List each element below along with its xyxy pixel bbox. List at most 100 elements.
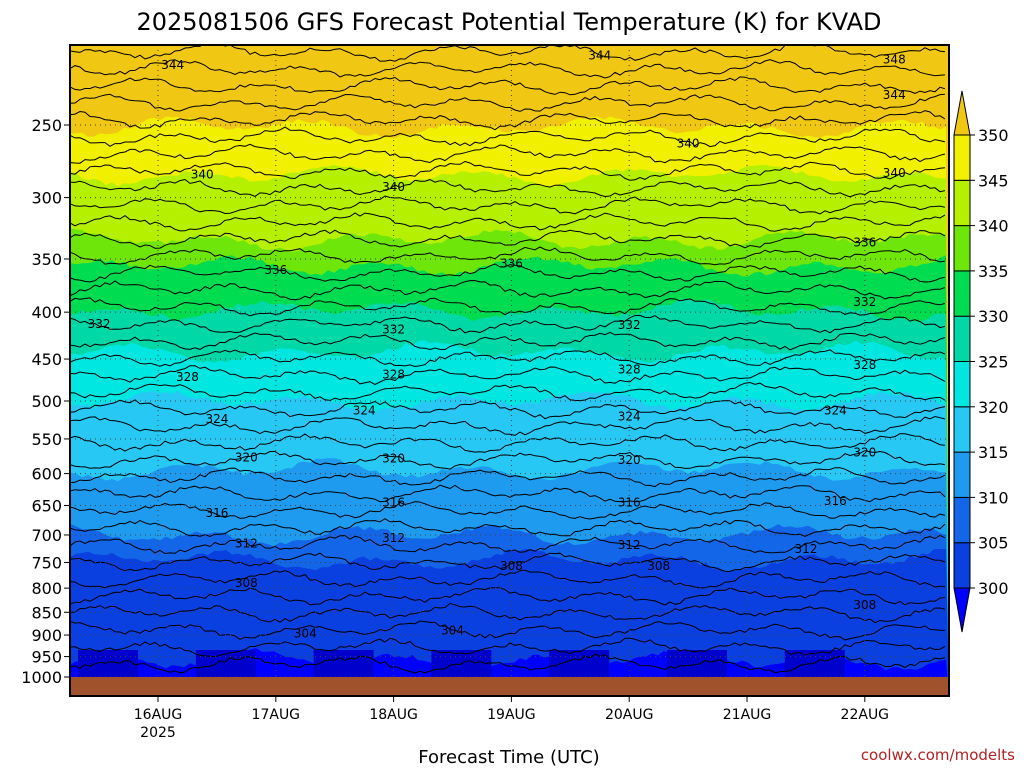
contour-line [70,314,946,334]
y-tick-label: 300 [31,189,62,208]
contour-label: 340 [883,166,906,180]
contour-label: 328 [853,358,876,372]
colorbar-segment [953,496,971,544]
plot-frame [69,44,950,697]
contour-line [70,212,946,232]
chart-title: 2025081506 GFS Forecast Potential Temper… [136,8,881,36]
contour-line [70,399,946,420]
contour-line [70,93,946,112]
contour-line [70,518,946,538]
contour-line [70,59,946,79]
contour-label: 344 [588,49,611,63]
contour-label: 320 [382,452,405,466]
contour-label: 336 [500,257,523,271]
contour-label: 320 [618,453,641,467]
x-tick-sublabel: 2025 [140,725,176,741]
contour-label: 340 [191,167,214,181]
contour-label: 324 [824,403,847,417]
y-tick-label: 750 [31,553,62,572]
contour-label: 312 [235,536,258,550]
contour-line [70,501,946,520]
x-tick-label: 16AUG [134,707,183,723]
x-tick-label: 21AUG [723,707,772,723]
contour-label: 340 [677,137,700,151]
contour-line [70,569,946,589]
contour-label: 316 [382,495,405,509]
contour-label: 308 [500,559,523,573]
colorbar-segment [953,179,971,227]
contour-line [70,415,946,436]
band-pocket [549,650,610,677]
contour-line [70,297,946,317]
colorbar-label: 310 [978,488,1009,507]
contour-line [70,653,946,674]
contour-line [70,467,946,488]
x-axis-label: Forecast Time (UTC) [418,747,599,768]
contour-label: 328 [382,368,405,382]
x-axis: 16AUG 2025 17AUG 18AUG 19AUG 20AUG 21AUG 22AUG [134,696,889,741]
contour-line [70,246,946,266]
colorbar-label: 330 [978,307,1009,326]
colorbar-label: 340 [978,217,1009,236]
contour-label: 328 [176,370,199,384]
contour-label: 304 [294,626,317,640]
x-tick-label: 20AUG [605,707,654,723]
contour-label: 324 [205,412,228,426]
colorbar-label: 345 [978,171,1009,190]
contour-line [70,484,946,503]
colorbar-arrow-top [953,90,971,136]
contour-line [70,263,946,283]
colorbar-label: 315 [978,443,1009,462]
contour-line [70,433,946,453]
ground-surface [70,677,949,696]
contour-line [70,229,946,249]
contour-label: 316 [824,494,847,508]
y-tick-label: 650 [31,496,62,515]
contour-line [70,381,946,402]
contour-label: 344 [161,58,184,72]
y-tick-label: 900 [31,626,62,645]
band-pocket [78,650,138,677]
contour-line [70,178,946,198]
contour-label: 320 [853,445,876,459]
x-tick-label: 19AUG [487,707,536,723]
colorbar-segment [953,361,971,408]
y-tick-label: 550 [31,430,62,449]
credit-text: coolwx.com/modelts [861,746,1015,764]
contour-label: 312 [794,542,817,556]
contour-label: 320 [235,450,258,464]
contour-line [70,534,946,555]
band-pocket [667,650,727,677]
temperature-bands [70,45,949,696]
contour-label: 332 [382,323,405,337]
contour-label: 332 [88,317,111,331]
contour-line [70,160,946,181]
colorbar-label: 305 [978,534,1009,553]
y-tick-label: 700 [31,526,62,545]
colorbar-label: 325 [978,353,1009,372]
colorbar-label: 300 [978,579,1009,598]
band-pocket [313,650,374,677]
y-tick-label: 600 [31,465,62,484]
contour-label: 316 [205,506,228,520]
colorbar-segment [953,134,971,181]
contour-labels: 348 344 344 344 340 340 340 340 336 336 336 332 332 3… [88,49,906,641]
contour-label: 332 [618,318,641,332]
contour-line [70,279,946,301]
colorbar-segment [953,225,971,272]
contour-label: 340 [382,180,405,194]
contour-line [70,45,946,62]
colorbar-label: 320 [978,398,1009,417]
contour-line [70,143,946,164]
contour-line [70,552,946,572]
contour-line [70,349,946,368]
x-tick-label: 22AUG [841,707,890,723]
contour-label: 308 [853,598,876,612]
contour-line [70,126,946,148]
colorbar-segment [953,270,971,317]
plot-area [70,45,949,696]
y-tick-label: 500 [31,392,62,411]
contour-line [70,449,946,470]
contour-line [70,620,946,641]
